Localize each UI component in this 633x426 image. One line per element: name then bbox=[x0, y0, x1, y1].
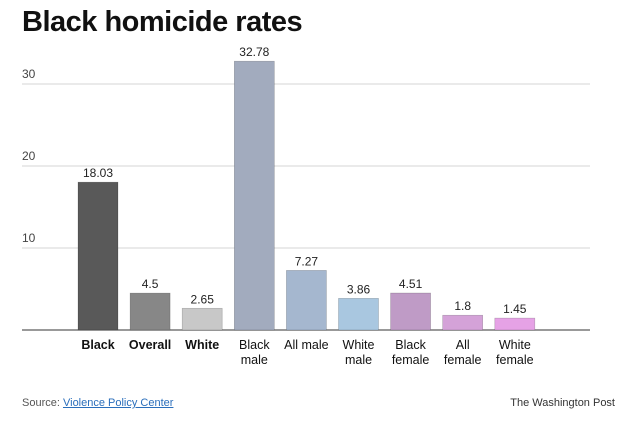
publisher-credit: The Washington Post bbox=[510, 397, 615, 409]
y-axis-tick-labels: 10 20 30 bbox=[22, 67, 36, 245]
bar bbox=[129, 292, 171, 331]
category-label: All female bbox=[444, 338, 482, 367]
chart-title: Black homicide rates bbox=[22, 6, 303, 38]
bar bbox=[442, 314, 484, 331]
bar bbox=[494, 317, 536, 331]
value-label: 7.27 bbox=[295, 254, 319, 268]
value-label: 4.5 bbox=[142, 277, 159, 291]
bar bbox=[390, 292, 431, 331]
value-label: 2.65 bbox=[191, 292, 215, 306]
y-tick-label: 10 bbox=[22, 231, 36, 245]
value-label: 4.51 bbox=[399, 277, 423, 291]
bars bbox=[77, 60, 536, 331]
x-axis-category-labels: Black Overall White Black male All male White m… bbox=[81, 338, 533, 367]
category-label: Black bbox=[81, 338, 114, 352]
bar bbox=[181, 307, 223, 331]
category-label: White female bbox=[496, 338, 534, 367]
y-tick-label: 30 bbox=[22, 67, 36, 81]
value-label: 1.8 bbox=[454, 299, 471, 313]
category-label: Overall bbox=[129, 338, 171, 352]
source-prefix: Source: bbox=[22, 397, 60, 409]
value-label: 32.78 bbox=[239, 45, 269, 59]
bar bbox=[338, 298, 379, 331]
value-label: 3.86 bbox=[347, 282, 371, 296]
category-label: Black female bbox=[392, 338, 430, 367]
bar bbox=[77, 181, 119, 331]
source-link[interactable]: Violence Policy Center bbox=[62, 397, 174, 409]
bar bbox=[286, 270, 327, 331]
y-tick-label: 20 bbox=[22, 149, 36, 163]
category-label: White bbox=[185, 338, 219, 352]
value-label: 1.45 bbox=[503, 302, 527, 316]
value-label: 18.03 bbox=[83, 166, 113, 180]
category-label: White male bbox=[343, 338, 375, 367]
category-label: Black male bbox=[239, 338, 270, 367]
source-note: Source: Violence Policy Center bbox=[22, 397, 173, 409]
category-label: All male bbox=[284, 338, 329, 352]
bar bbox=[234, 60, 275, 331]
value-labels: 18.03 4.5 2.65 32.78 7.27 3.86 4.51 1.8 1.45 bbox=[83, 45, 527, 316]
